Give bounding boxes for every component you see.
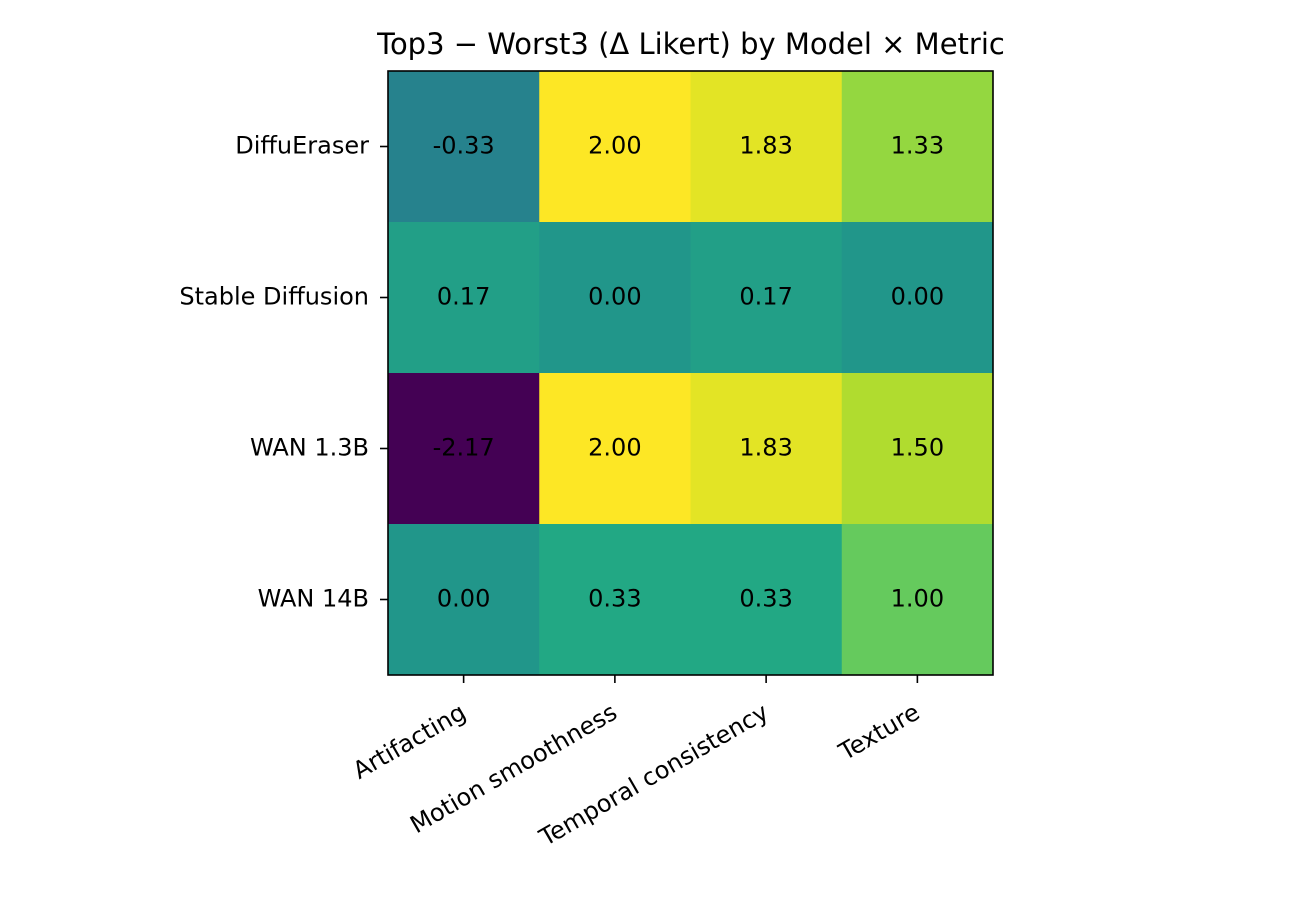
heatmap-cell [841, 373, 994, 525]
cell-value-label: 0.00 [588, 283, 641, 311]
cell-value-label: 1.83 [739, 132, 792, 160]
cell-value-label: -0.33 [433, 132, 495, 160]
heatmap-cell [841, 71, 994, 223]
cell-value-label: 1.00 [891, 585, 944, 613]
heatmap-cell [388, 524, 540, 676]
x-tick-label: Artifacting [348, 698, 470, 785]
heatmap-cell [841, 524, 994, 676]
plot-frame [387, 70, 994, 676]
cell-value-label: 1.50 [891, 434, 944, 462]
heatmap-cell [388, 222, 540, 374]
heatmap-cells [388, 71, 994, 676]
y-tick-label: WAN 14B [258, 585, 369, 613]
heatmap-cell [539, 222, 691, 374]
heatmap-cell [690, 524, 843, 676]
heatmap-cell [841, 222, 994, 374]
y-axis: DiffuEraser Stable Diffusion WAN 1.3B WAN 1… [179, 132, 388, 613]
heatmap-cell-labels: -0.33 2.00 1.83 1.33 0.17 0.00 0.17 0.00 -2.17 2.… [433, 132, 945, 613]
cell-value-label: -2.17 [433, 434, 495, 462]
cell-value-label: 2.00 [588, 132, 641, 160]
heatmap-cell [539, 524, 691, 676]
x-tick-label: Texture [833, 698, 924, 767]
cell-value-label: 1.83 [739, 434, 792, 462]
y-tick-label: DiffuEraser [235, 132, 369, 160]
y-tick-label: WAN 1.3B [250, 434, 369, 462]
y-tick-label: Stable Diffusion [179, 283, 369, 311]
cell-value-label: 0.00 [891, 283, 944, 311]
cell-value-label: 0.33 [588, 585, 641, 613]
heatmap-cell [690, 71, 843, 223]
heatmap-cell [539, 373, 691, 525]
cell-value-label: 0.17 [437, 283, 490, 311]
cell-value-label: 1.33 [891, 132, 944, 160]
heatmap-cell [539, 71, 691, 223]
cell-value-label: 0.17 [739, 283, 792, 311]
cell-value-label: 2.00 [588, 434, 641, 462]
heatmap-cell [388, 71, 540, 223]
cell-value-label: 0.00 [437, 585, 490, 613]
heatmap-cell [388, 373, 540, 525]
heatmap-cell [690, 222, 843, 374]
cell-value-label: 0.33 [739, 585, 792, 613]
heatmap-cell [690, 373, 843, 525]
chart-title: Top3 − Worst3 (Δ Likert) by Model × Metr… [376, 27, 1005, 61]
